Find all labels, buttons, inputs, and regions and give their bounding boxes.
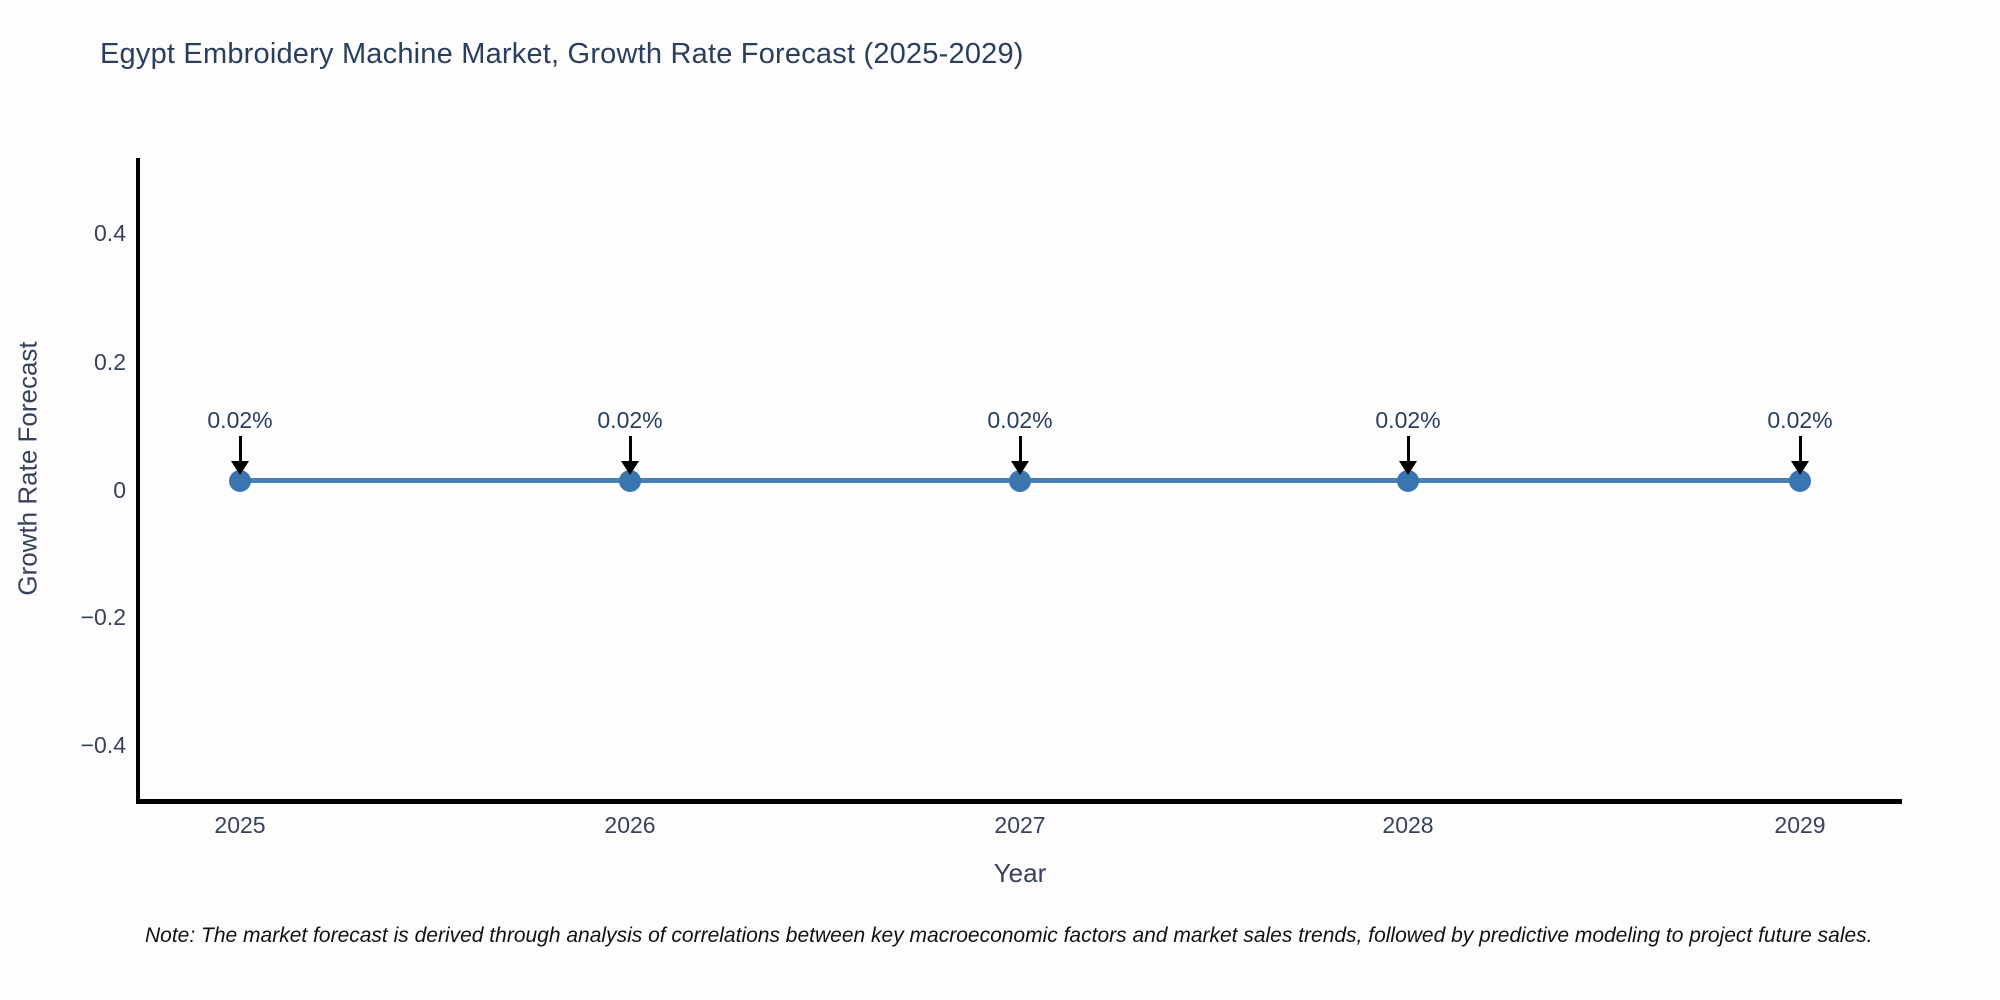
y-tick-0.4: 0.4 xyxy=(94,220,126,246)
annotation-label: 0.02% xyxy=(597,407,663,433)
arrow-shaft xyxy=(1406,436,1410,461)
data-point-2025 xyxy=(229,470,251,492)
arrow-down-icon xyxy=(1011,461,1029,475)
arrow-down-icon xyxy=(621,461,639,475)
annotation-label: 0.02% xyxy=(987,407,1053,433)
y-axis-spine xyxy=(136,158,140,803)
x-tick-2026: 2026 xyxy=(604,812,656,838)
arrow-shaft xyxy=(1798,436,1802,461)
x-tick-2027: 2027 xyxy=(994,812,1046,838)
y-tick-0.2: 0.2 xyxy=(94,349,126,375)
arrow-down-icon xyxy=(1399,461,1417,475)
data-point-2027 xyxy=(1009,470,1031,492)
annotation-2026: 0.02% xyxy=(560,407,700,475)
annotation-label: 0.02% xyxy=(1375,407,1441,433)
arrow-down-icon xyxy=(231,461,249,475)
x-tick-2028: 2028 xyxy=(1382,812,1434,838)
annotation-2027: 0.02% xyxy=(950,407,1090,475)
arrow-down-icon xyxy=(1791,461,1809,475)
x-tick-2025: 2025 xyxy=(214,812,266,838)
x-axis-spine xyxy=(136,799,1902,804)
arrow-shaft xyxy=(1018,436,1022,461)
data-point-2026 xyxy=(619,470,641,492)
annotation-label: 0.02% xyxy=(1767,407,1833,433)
annotation-2025: 0.02% xyxy=(170,407,310,475)
x-axis-title: Year xyxy=(993,858,1047,888)
x-tick-2029: 2029 xyxy=(1774,812,1826,838)
annotation-label: 0.02% xyxy=(207,407,273,433)
y-tick-neg0.4: −0.4 xyxy=(80,732,126,758)
annotation-2028: 0.02% xyxy=(1338,407,1478,475)
chart-title: Egypt Embroidery Machine Market, Growth … xyxy=(100,38,1024,70)
arrow-shaft xyxy=(238,436,242,461)
data-point-2028 xyxy=(1397,470,1419,492)
footnote: Note: The market forecast is derived thr… xyxy=(145,924,1873,947)
arrow-shaft xyxy=(628,436,632,461)
y-tick-0: 0 xyxy=(113,477,126,503)
data-point-2029 xyxy=(1789,470,1811,492)
y-tick-neg0.2: −0.2 xyxy=(80,604,126,630)
y-axis-title: Growth Rate Forecast xyxy=(12,341,43,596)
annotation-2029: 0.02% xyxy=(1730,407,1870,475)
